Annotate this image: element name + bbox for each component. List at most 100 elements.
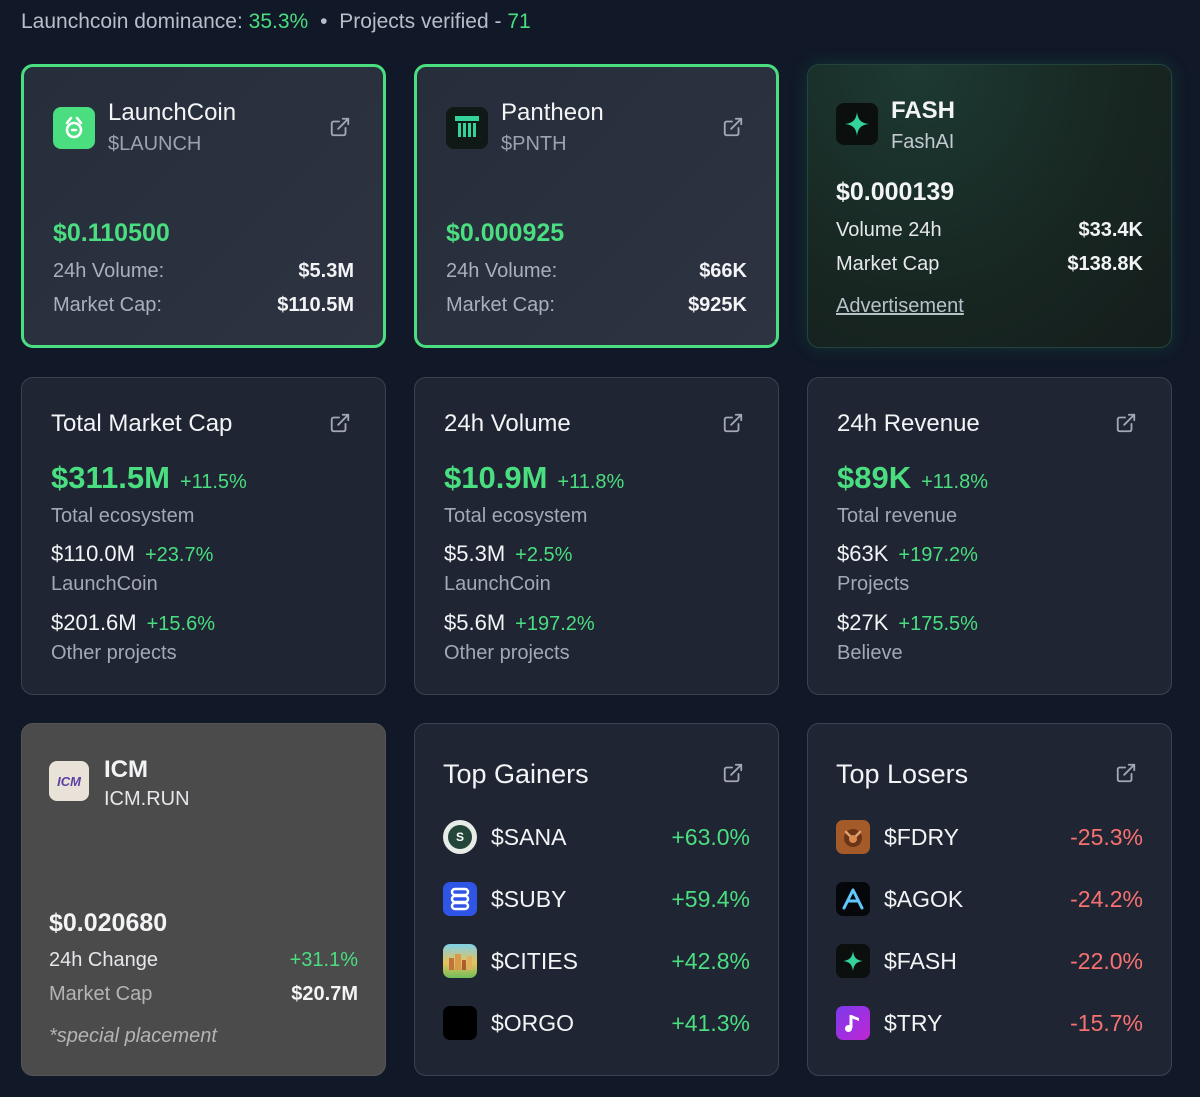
external-link-icon[interactable] xyxy=(329,116,351,138)
volume-row: 24h Volume: $66K xyxy=(446,260,747,283)
stat-a-change: +2.5% xyxy=(515,544,573,566)
sana-icon-text: S xyxy=(448,825,472,849)
mcap-label: Market Cap: xyxy=(53,294,162,316)
volume-24h-card[interactable]: 24h Volume $10.9M +11.8% Total ecosystem … xyxy=(414,377,779,695)
dominance-value: 35.3% xyxy=(248,10,309,33)
stat-b: $5.6M +197.2% xyxy=(444,610,595,636)
ad-price: $0.000139 xyxy=(836,178,955,206)
token-symbol: $TRY xyxy=(884,1010,943,1036)
stat-a: $110.0M +23.7% xyxy=(51,541,213,567)
list-item[interactable]: $ORGO +41.3% xyxy=(443,1006,750,1042)
stat-b-label: Believe xyxy=(837,642,903,664)
stat-b-value: $5.6M xyxy=(444,610,506,635)
token-change: +63.0% xyxy=(671,824,750,850)
stat-total-label: Total ecosystem xyxy=(51,505,195,527)
stat-b-change: +15.6% xyxy=(146,613,216,635)
token-symbol: $CITIES xyxy=(491,948,578,974)
stat-title: 24h Revenue xyxy=(837,410,980,437)
change-label: 24h Change xyxy=(49,949,158,971)
fdry-icon xyxy=(836,820,870,854)
external-link-icon[interactable] xyxy=(329,412,351,434)
stat-b-label: Other projects xyxy=(51,642,177,664)
external-link-icon[interactable] xyxy=(722,412,744,434)
icm-change-row: 24h Change +31.1% xyxy=(49,949,358,972)
list-item[interactable]: $FASH -22.0% xyxy=(836,944,1143,980)
list-item[interactable]: $CITIES +42.8% xyxy=(443,944,750,980)
stat-total-change: +11.8% xyxy=(557,471,625,493)
stat-total-value: $89K xyxy=(837,460,912,495)
cities-icon xyxy=(443,944,477,978)
coin-symbol: $PNTH xyxy=(501,133,567,155)
external-link-icon[interactable] xyxy=(1115,762,1137,784)
list-item[interactable]: $FDRY -25.3% xyxy=(836,820,1143,856)
stat-total-change: +11.5% xyxy=(179,471,247,493)
icm-logo-text: ICM xyxy=(57,773,81,789)
volume-label: Volume 24h xyxy=(836,219,942,241)
icm-site: ICM.RUN xyxy=(104,788,190,810)
list-item[interactable]: S $SANA +63.0% xyxy=(443,820,750,856)
coin-price: $0.110500 xyxy=(53,219,170,247)
stat-a-change: +23.7% xyxy=(144,544,214,566)
ad-subtitle: FashAI xyxy=(891,131,955,153)
revenue-24h-card[interactable]: 24h Revenue $89K +11.8% Total revenue $63… xyxy=(807,377,1172,695)
list-item[interactable]: $TRY -15.7% xyxy=(836,1006,1143,1042)
orgo-icon xyxy=(443,1006,477,1040)
token-symbol: $FDRY xyxy=(884,824,959,850)
mcap-label: Market Cap xyxy=(836,253,940,275)
icm-name: ICM xyxy=(104,756,148,783)
icm-mcap-row: Market Cap $20.7M xyxy=(49,983,358,1006)
stat-a-label: LaunchCoin xyxy=(51,573,158,595)
mcap-label: Market Cap: xyxy=(446,294,555,316)
ad-volume-row: Volume 24h $33.4K xyxy=(836,219,1143,242)
ad-name: FASH xyxy=(891,97,956,124)
fash-ad-card[interactable]: FASH FashAI $0.000139 Volume 24h $33.4K … xyxy=(807,64,1172,348)
change-value: +31.1% xyxy=(289,949,358,971)
mcap-label: Market Cap xyxy=(49,983,153,1005)
token-symbol: $AGOK xyxy=(884,886,964,912)
advertisement-link[interactable]: Advertisement xyxy=(836,295,964,317)
volume-value: $5.3M xyxy=(298,260,354,282)
stat-a-label: LaunchCoin xyxy=(444,573,551,595)
token-symbol: $SANA xyxy=(491,824,567,850)
mcap-row: Market Cap: $925K xyxy=(446,294,747,317)
stat-b-change: +197.2% xyxy=(515,613,595,635)
special-placement-note: *special placement xyxy=(49,1025,217,1047)
ad-mcap-row: Market Cap $138.8K xyxy=(836,253,1143,276)
stat-total-value: $311.5M xyxy=(51,460,170,495)
stat-a-value: $110.0M xyxy=(51,541,135,566)
list-item[interactable]: $AGOK -24.2% xyxy=(836,882,1143,918)
icm-card[interactable]: ICM ICM ICM.RUN $0.020680 24h Change +31… xyxy=(21,723,386,1076)
stat-total-value: $10.9M xyxy=(444,460,548,495)
pantheon-logo-icon xyxy=(446,107,488,149)
token-change: +59.4% xyxy=(671,886,750,912)
gainers-title: Top Gainers xyxy=(443,759,589,789)
external-link-icon[interactable] xyxy=(722,116,744,138)
volume-value: $33.4K xyxy=(1078,219,1144,241)
mcap-value: $925K xyxy=(688,294,747,316)
mcap-row: Market Cap: $110.5M xyxy=(53,294,354,317)
total-market-cap-card[interactable]: Total Market Cap $311.5M +11.5% Total eco… xyxy=(21,377,386,695)
fash-logo-icon xyxy=(836,103,878,145)
top-losers-card[interactable]: Top Losers $FDRY -25.3% $AGOK -24.2% $FA… xyxy=(807,723,1172,1076)
icm-price: $0.020680 xyxy=(49,909,168,937)
mcap-value: $110.5M xyxy=(277,294,354,316)
stat-total: $311.5M +11.5% xyxy=(51,460,247,496)
token-symbol: $SUBY xyxy=(491,886,567,912)
try-icon xyxy=(836,1006,870,1040)
token-change: -22.0% xyxy=(1070,948,1143,974)
external-link-icon[interactable] xyxy=(1115,412,1137,434)
stat-total-label: Total ecosystem xyxy=(444,505,588,527)
launchcoin-logo-icon xyxy=(53,107,95,149)
mcap-value: $20.7M xyxy=(291,983,358,1005)
volume-row: 24h Volume: $5.3M xyxy=(53,260,354,283)
token-symbol: $FASH xyxy=(884,948,957,974)
stat-b: $201.6M +15.6% xyxy=(51,610,215,636)
top-gainers-card[interactable]: Top Gainers S $SANA +63.0% $SUBY +59.4% … xyxy=(414,723,779,1076)
icm-logo-icon: ICM xyxy=(49,761,89,801)
pantheon-card[interactable]: Pantheon $PNTH $0.000925 24h Volume: $66… xyxy=(414,64,779,348)
launchcoin-card[interactable]: LaunchCoin $LAUNCH $0.110500 24h Volume:… xyxy=(21,64,386,348)
stat-b-value: $201.6M xyxy=(51,610,137,635)
list-item[interactable]: $SUBY +59.4% xyxy=(443,882,750,918)
agok-icon xyxy=(836,882,870,916)
external-link-icon[interactable] xyxy=(722,762,744,784)
